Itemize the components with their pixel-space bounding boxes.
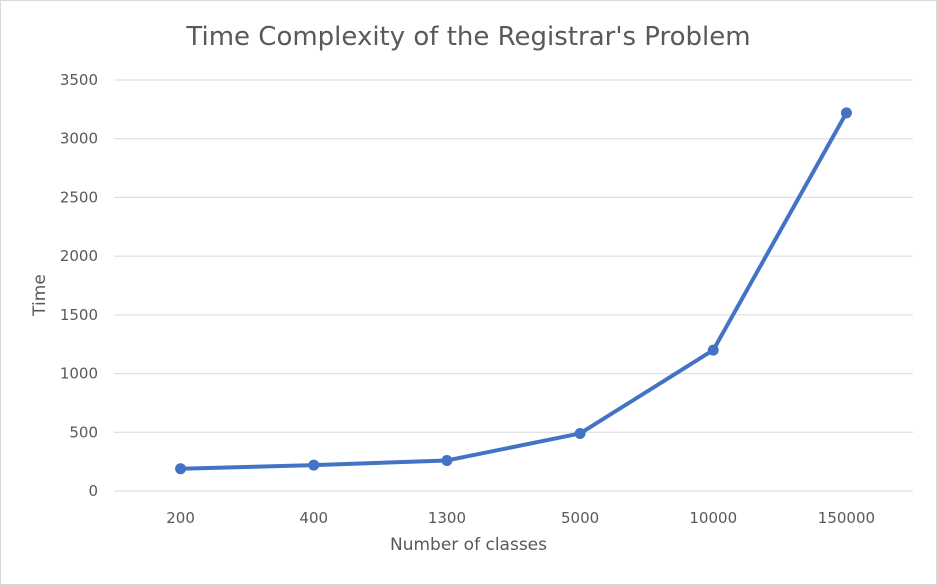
data-point: [574, 427, 586, 439]
y-tick-label: 3500: [60, 71, 98, 89]
x-tick-label: 200: [166, 509, 195, 527]
y-tick-label: 1000: [60, 365, 98, 383]
data-point: [175, 463, 187, 475]
x-tick-label: 400: [299, 509, 328, 527]
series-line: [178, 110, 849, 471]
y-tick-label: 0: [88, 482, 98, 500]
series-points: [175, 107, 852, 475]
x-tick-label: 150000: [818, 509, 875, 527]
y-tick-label: 2000: [60, 247, 98, 265]
y-tick-label: 2500: [60, 188, 98, 206]
x-tick-labels: 200 400 1300 5000 10000 150000: [166, 509, 875, 527]
y-tick-label: 3000: [60, 130, 98, 148]
y-tick-label: 500: [69, 423, 98, 441]
series-line: [178, 110, 849, 471]
chart-title: Time Complexity of the Registrar's Probl…: [186, 22, 751, 52]
data-point: [707, 344, 719, 356]
y-tick-label: 1500: [60, 306, 98, 324]
data-point: [840, 107, 852, 119]
y-tick-labels: 0 500 1000 1500 2000 2500 3000 3500: [60, 71, 98, 500]
x-tick-label: 5000: [561, 509, 599, 527]
data-point: [308, 459, 320, 471]
gridlines: [114, 79, 913, 492]
data-point: [441, 454, 453, 466]
x-tick-label: 1300: [428, 509, 466, 527]
x-axis-title: Number of classes: [389, 535, 547, 555]
x-tick-label: 10000: [689, 509, 737, 527]
